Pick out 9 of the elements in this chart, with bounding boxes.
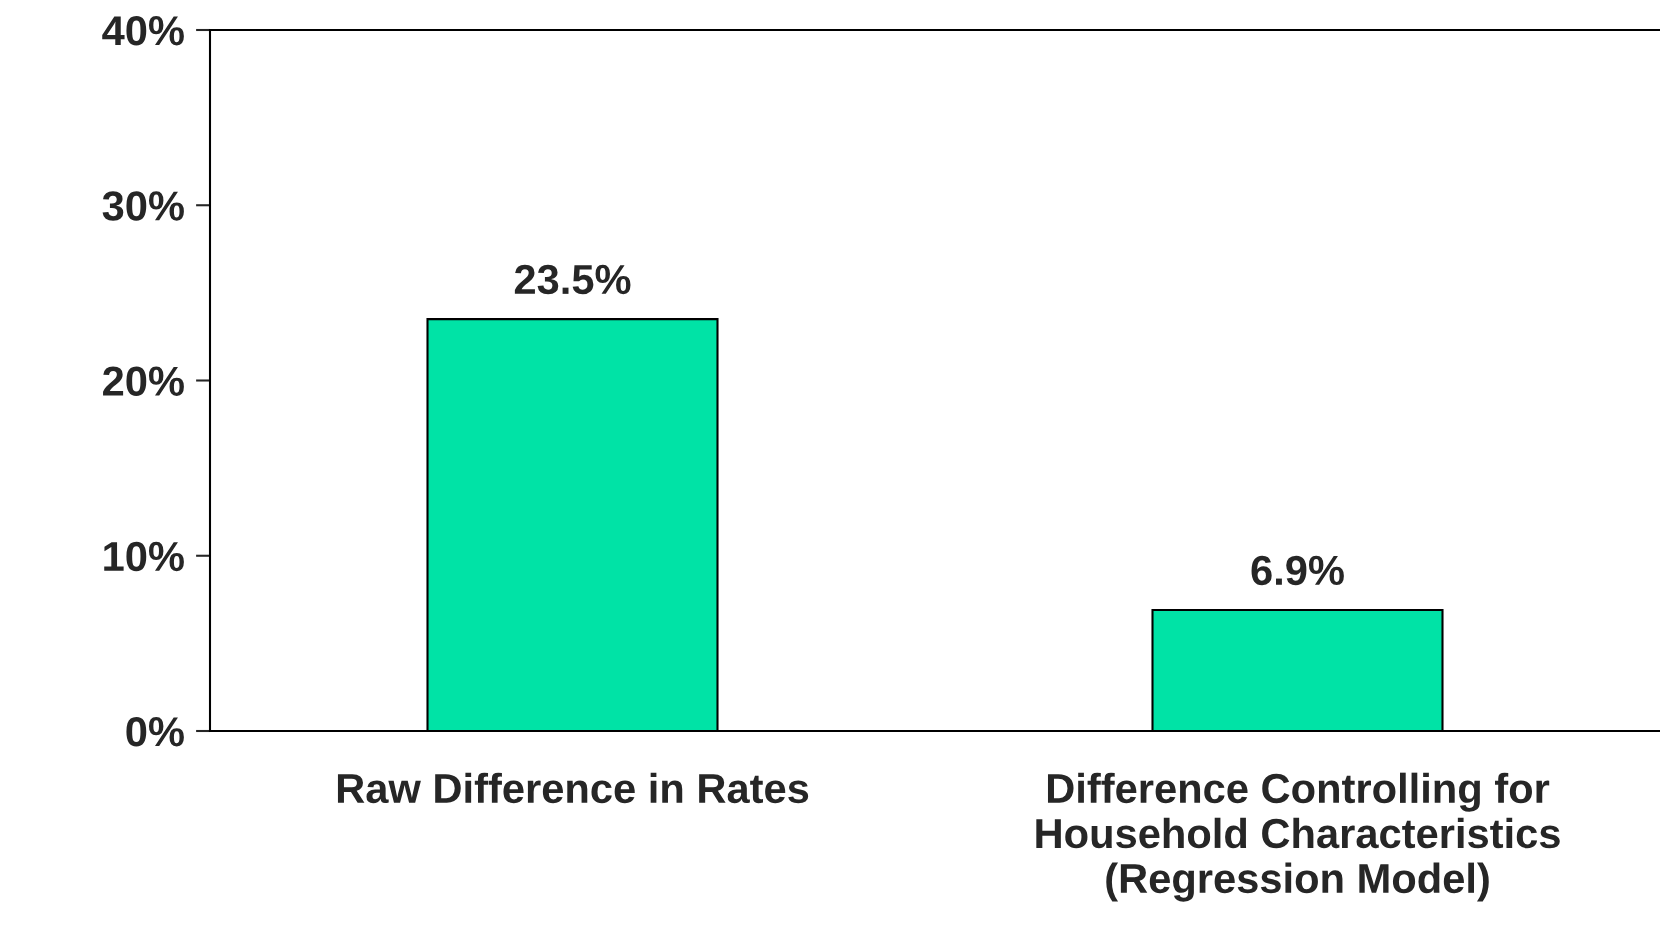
data-label: 6.9% (1251, 555, 1344, 586)
data-label: 23.5% (514, 264, 631, 295)
y-tick-label: 0% (126, 717, 184, 747)
x-tick-label: Raw Difference in Rates (337, 772, 809, 804)
x-tick-label: Difference Controlling for Household Characteristics (Regression Model) (1036, 772, 1560, 902)
y-tick-label: 10% (104, 541, 184, 572)
y-tick-label: 20% (103, 366, 184, 397)
y-tick-label: 30% (102, 191, 184, 221)
y-tick-label: 40% (102, 16, 184, 46)
